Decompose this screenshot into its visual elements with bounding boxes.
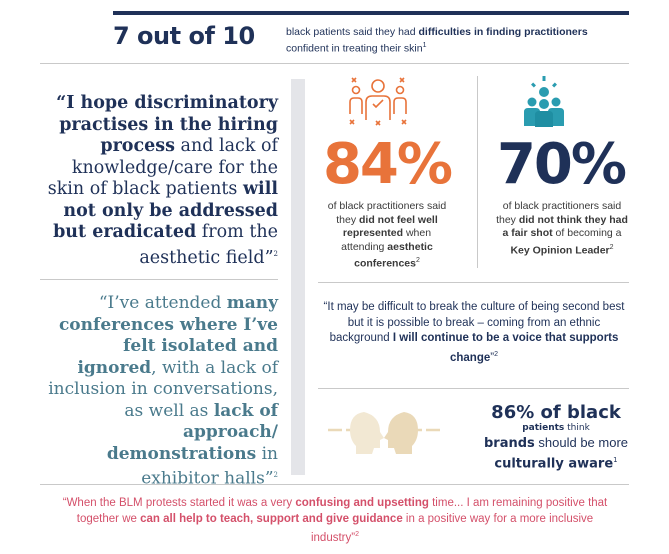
stat-86-block: 86% of black patients think brands shoul… (466, 402, 646, 472)
headline-stat: 7 out of 10 (113, 22, 255, 50)
quote-blm: “When the BLM protests started it was a … (62, 497, 608, 544)
stat-86-aware: culturally aware1 (494, 456, 618, 472)
stat-86-brands: brands should be more (483, 435, 629, 451)
right-divider-2 (318, 388, 629, 389)
left-divider (40, 279, 278, 280)
center-vertical-bar (291, 79, 305, 475)
stat-70-value: 70% (496, 132, 627, 197)
stats-divider (477, 76, 478, 268)
stat-86-patients: patients think (522, 423, 590, 433)
right-divider-1 (318, 282, 629, 283)
stat-86-value: 86% of black (491, 402, 621, 423)
stat-70-description: of black practitioners said they did not… (496, 200, 628, 256)
header-top-rule (113, 11, 629, 15)
stat-84-description: of black practitioners said they did not… (327, 200, 447, 270)
quote-voice-change: “It may be difficult to break the cultur… (323, 301, 625, 364)
two-heads-icon (328, 412, 440, 454)
quote-conferences: “I’ve attended many conferences where I’… (48, 293, 278, 489)
headline-description: black patients said they had difficultie… (286, 26, 588, 55)
header-divider (40, 63, 629, 64)
stat-84-value: 84% (322, 132, 453, 197)
people-cross-icon (349, 77, 407, 126)
footer-divider (40, 484, 629, 485)
team-idea-icon (524, 76, 564, 127)
quote-discrimination: “I hope discriminatory practises in the … (47, 93, 278, 268)
